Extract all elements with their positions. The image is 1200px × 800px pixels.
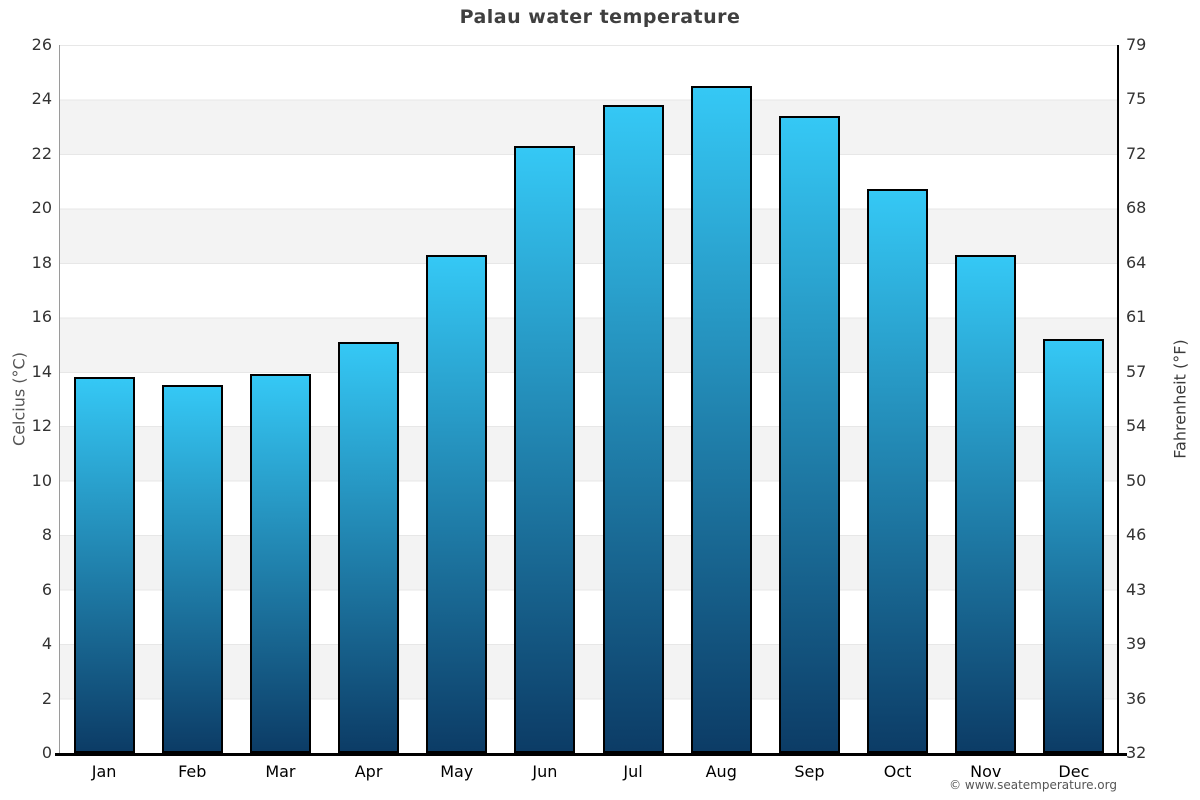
- copyright-text: © www.seatemperature.org: [949, 778, 1117, 792]
- y-axis-line-celsius: [59, 45, 60, 753]
- y-tick-fahrenheit: 72: [1126, 143, 1147, 163]
- y-axis-line-fahrenheit: [1117, 45, 1119, 753]
- y-axis-title-fahrenheit: Fahrenheit (°F): [1170, 339, 1190, 459]
- y-tick-celsius: 6: [41, 579, 52, 599]
- x-label-dec: Dec: [1058, 762, 1090, 781]
- y-tick-celsius: 18: [31, 252, 52, 272]
- y-tick-celsius: 14: [31, 361, 52, 381]
- bar-jan[interactable]: [73, 377, 135, 753]
- y-tick-fahrenheit: 36: [1126, 688, 1147, 708]
- x-label-oct: Oct: [883, 762, 912, 781]
- y-tick-celsius: 26: [31, 35, 52, 54]
- y-tick-fahrenheit: 75: [1126, 89, 1147, 109]
- bar-may[interactable]: [426, 255, 488, 753]
- x-label-apr: Apr: [354, 762, 383, 781]
- bar-dec[interactable]: [1043, 339, 1105, 753]
- y-tick-celsius: 20: [31, 198, 52, 218]
- y-tick-fahrenheit: 54: [1126, 416, 1147, 436]
- y-tick-fahrenheit: 79: [1126, 35, 1147, 54]
- x-label-jun: Jun: [532, 762, 558, 781]
- x-label-jul: Jul: [623, 762, 643, 781]
- bar-apr[interactable]: [338, 342, 400, 753]
- y-tick-celsius: 2: [41, 688, 52, 708]
- bar-feb[interactable]: [161, 385, 223, 753]
- y-tick-celsius: 8: [41, 525, 52, 545]
- bar-mar[interactable]: [249, 374, 311, 753]
- plot-area: [60, 45, 1118, 753]
- bar-jul[interactable]: [602, 105, 664, 753]
- y-tick-fahrenheit: 57: [1126, 361, 1147, 381]
- y-tick-celsius: 24: [31, 89, 52, 109]
- y-tick-fahrenheit: 39: [1126, 634, 1147, 654]
- y-tick-celsius: 0: [41, 743, 52, 762]
- y-tick-fahrenheit: 64: [1126, 252, 1147, 272]
- y-tick-fahrenheit: 61: [1126, 307, 1147, 327]
- y-tick-fahrenheit: 32: [1126, 743, 1147, 762]
- y-tick-fahrenheit: 50: [1126, 470, 1147, 490]
- bar-sep[interactable]: [778, 116, 840, 753]
- bar-nov[interactable]: [955, 255, 1017, 753]
- y-tick-celsius: 12: [31, 416, 52, 436]
- y-tick-celsius: 16: [31, 307, 52, 327]
- y-tick-celsius: 22: [31, 143, 52, 163]
- y-tick-fahrenheit: 68: [1126, 198, 1147, 218]
- x-label-mar: Mar: [265, 762, 296, 781]
- bar-aug[interactable]: [690, 86, 752, 753]
- x-label-jan: Jan: [91, 762, 117, 781]
- y-tick-celsius: 10: [31, 470, 52, 490]
- y-axis-title-celsius: Celcius (°C): [9, 352, 29, 446]
- y-tick-fahrenheit: 46: [1126, 525, 1147, 545]
- x-label-nov: Nov: [970, 762, 1002, 781]
- bar-jun[interactable]: [514, 146, 576, 753]
- y-tick-celsius: 4: [41, 634, 52, 654]
- chart-title: Palau water temperature: [459, 6, 741, 28]
- x-axis-line: [55, 753, 1127, 756]
- bar-oct[interactable]: [867, 189, 929, 753]
- y-tick-fahrenheit: 43: [1126, 579, 1147, 599]
- x-label-may: May: [440, 762, 474, 781]
- x-label-sep: Sep: [794, 762, 825, 781]
- x-label-feb: Feb: [178, 762, 207, 781]
- x-label-aug: Aug: [705, 762, 737, 781]
